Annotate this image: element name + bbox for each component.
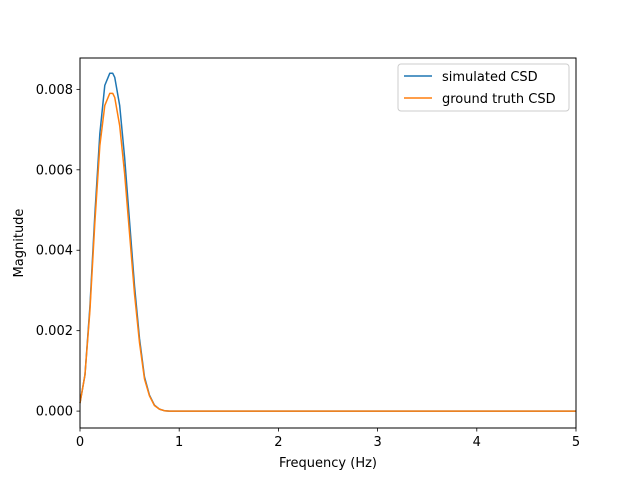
y-tick-label: 0.008: [36, 83, 73, 98]
y-tick-label: 0.004: [36, 244, 73, 259]
y-axis-label: Magnitude: [12, 209, 27, 278]
x-tick-label: 2: [274, 435, 282, 450]
x-axis-label: Frequency (Hz): [279, 456, 377, 471]
x-tick-label: 5: [572, 435, 580, 450]
x-tick-label: 4: [473, 435, 481, 450]
x-tick-label: 3: [373, 435, 381, 450]
x-tick-label: 1: [175, 435, 183, 450]
y-tick-label: 0.000: [36, 405, 73, 420]
legend: simulated CSD ground truth CSD: [398, 64, 569, 111]
y-tick-label: 0.006: [36, 163, 73, 178]
y-tick-label: 0.002: [36, 324, 73, 339]
x-tick-label: 0: [76, 435, 84, 450]
legend-label-0: simulated CSD: [442, 70, 538, 85]
legend-label-1: ground truth CSD: [442, 92, 556, 107]
